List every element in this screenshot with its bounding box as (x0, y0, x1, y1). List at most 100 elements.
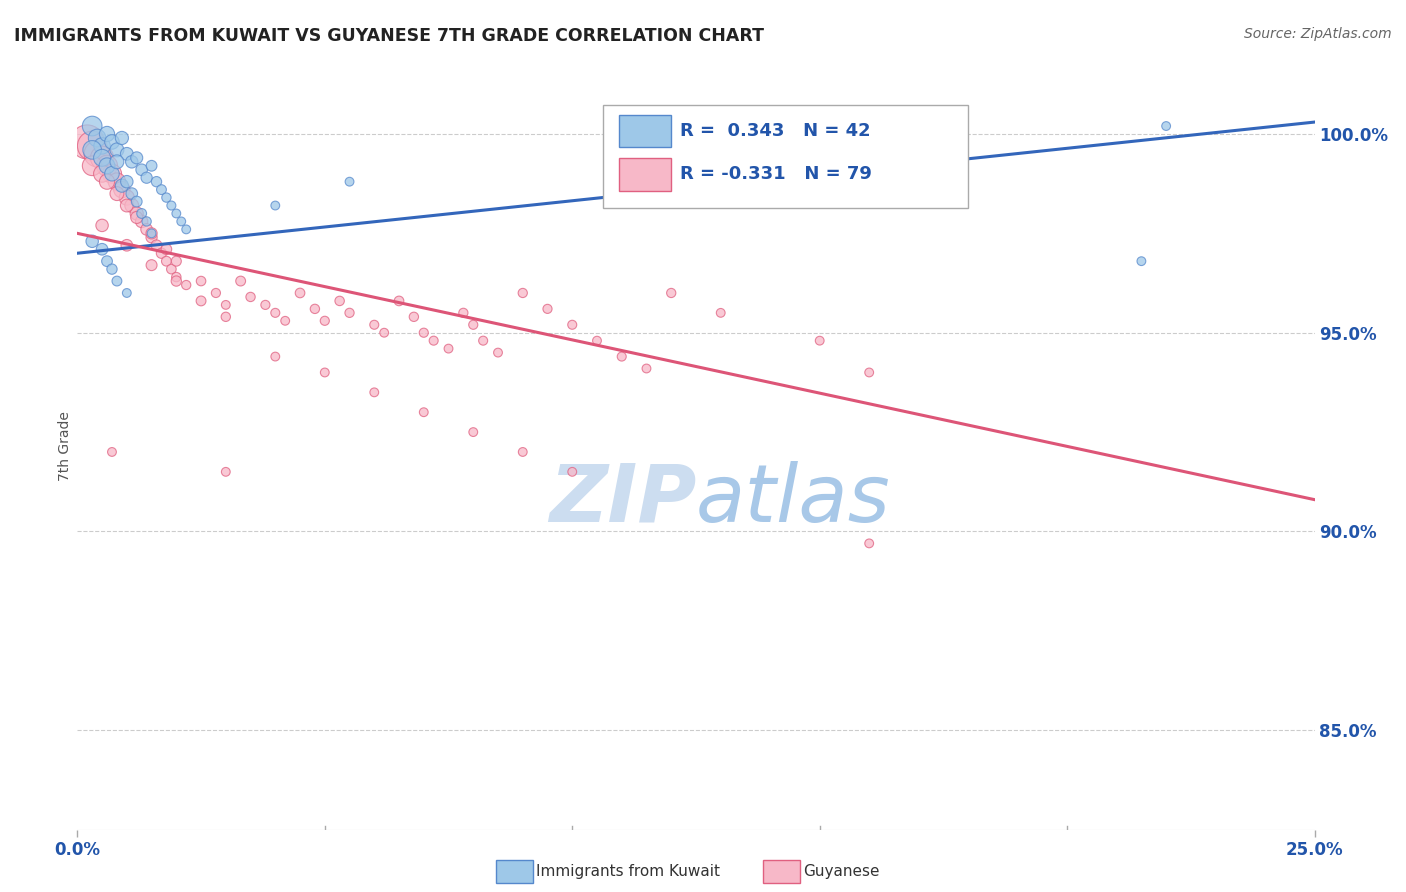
Y-axis label: 7th Grade: 7th Grade (58, 411, 72, 481)
Point (339, 175, 361, 189)
Point (215, 310, 238, 324)
Point (437, 342, 460, 356)
Point (101, 262, 124, 277)
Point (91, 139, 114, 153)
Point (76, 135, 98, 149)
Point (111, 178, 134, 193)
Point (388, 293, 411, 308)
Point (858, 366, 880, 380)
Text: IMMIGRANTS FROM KUWAIT VS GUYANESE 7TH GRADE CORRELATION CHART: IMMIGRANTS FROM KUWAIT VS GUYANESE 7TH G… (14, 27, 763, 45)
Point (304, 301, 326, 316)
Point (125, 211, 148, 225)
Point (131, 162, 153, 177)
Text: Guyanese: Guyanese (803, 864, 879, 879)
Point (125, 194, 148, 209)
Point (264, 306, 287, 320)
Point (561, 318, 583, 332)
Point (101, 135, 124, 149)
Point (82, 143, 104, 157)
Point (121, 198, 143, 212)
Point (141, 227, 163, 241)
Point (105, 186, 128, 201)
Point (96, 254, 118, 268)
Point (155, 242, 177, 256)
Point (339, 306, 361, 320)
Point (135, 170, 157, 185)
Point (373, 326, 395, 340)
FancyBboxPatch shape (619, 158, 671, 191)
Point (453, 306, 475, 320)
Point (141, 159, 163, 173)
Point (610, 350, 633, 364)
Point (135, 222, 157, 236)
Point (858, 536, 880, 550)
Point (115, 198, 138, 212)
Point (229, 274, 252, 288)
Point (101, 167, 124, 181)
Point (91, 151, 114, 165)
Point (121, 186, 143, 201)
Point (160, 198, 183, 212)
Point (115, 146, 138, 161)
Point (125, 151, 148, 165)
Point (314, 366, 336, 380)
Point (131, 214, 153, 228)
Text: R =  0.343   N = 42: R = 0.343 N = 42 (681, 121, 870, 140)
Point (135, 214, 157, 228)
Point (96, 159, 118, 173)
Point (101, 445, 124, 459)
Point (1130, 254, 1153, 268)
Point (659, 285, 682, 300)
Point (115, 238, 138, 252)
Point (808, 334, 831, 348)
Point (82, 235, 104, 249)
Point (239, 290, 262, 304)
Point (215, 298, 238, 312)
Point (329, 293, 352, 308)
Point (412, 326, 434, 340)
Point (160, 262, 183, 277)
Point (586, 334, 609, 348)
Point (141, 230, 163, 244)
Point (254, 298, 277, 312)
Point (402, 310, 425, 324)
Point (86, 131, 108, 145)
Point (422, 334, 444, 348)
Point (165, 270, 187, 285)
Point (512, 285, 534, 300)
Point (150, 183, 173, 197)
Point (274, 314, 297, 328)
Point (174, 278, 197, 293)
Point (115, 285, 138, 300)
Point (91, 167, 114, 181)
Point (125, 206, 148, 220)
Point (105, 154, 128, 169)
Point (115, 191, 138, 205)
Point (111, 183, 134, 197)
Point (710, 306, 733, 320)
Point (636, 361, 658, 376)
FancyBboxPatch shape (619, 114, 671, 147)
Point (561, 465, 583, 479)
Point (155, 254, 177, 268)
Text: R = -0.331   N = 79: R = -0.331 N = 79 (681, 165, 872, 184)
Point (91, 219, 114, 233)
Point (170, 214, 193, 228)
Point (190, 274, 212, 288)
Point (486, 345, 509, 359)
Point (190, 293, 212, 308)
Point (105, 143, 128, 157)
Point (150, 246, 173, 260)
Point (82, 159, 104, 173)
Point (145, 175, 167, 189)
Point (512, 445, 534, 459)
Point (314, 314, 336, 328)
FancyBboxPatch shape (603, 104, 969, 208)
Text: Immigrants from Kuwait: Immigrants from Kuwait (536, 864, 720, 879)
Point (82, 139, 104, 153)
Point (1154, 119, 1177, 133)
Point (91, 151, 114, 165)
Point (91, 242, 114, 256)
Point (264, 198, 287, 212)
Point (215, 465, 238, 479)
